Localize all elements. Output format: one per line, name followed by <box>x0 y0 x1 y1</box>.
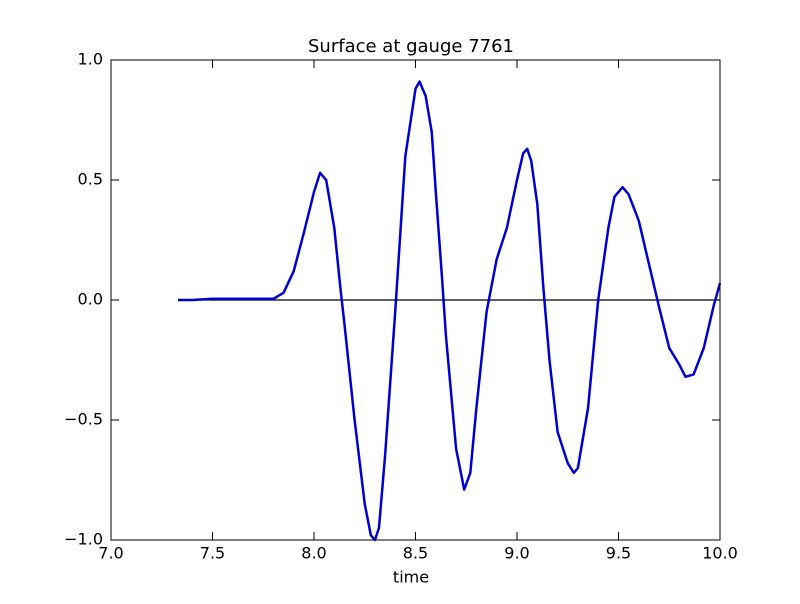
x-tick-label: 7.0 <box>98 544 123 563</box>
y-tick-label: −1.0 <box>64 530 103 549</box>
x-tick-label: 8.5 <box>403 544 428 563</box>
plot-frame <box>110 59 721 541</box>
y-tick-label: 0.0 <box>78 290 103 309</box>
x-tick-label: 9.5 <box>606 544 631 563</box>
x-tick-label: 9.0 <box>504 544 529 563</box>
x-axis-label: time <box>393 568 429 587</box>
data-line <box>177 80 722 542</box>
x-tick-label: 7.5 <box>200 544 225 563</box>
y-tick-label: 1.0 <box>78 50 103 69</box>
x-tick-label: 10.0 <box>702 544 738 563</box>
chart-title: Surface at gauge 7761 <box>308 36 514 57</box>
y-tick-label: 0.5 <box>78 170 103 189</box>
y-tick-label: −0.5 <box>64 410 103 429</box>
x-tick-label: 8.0 <box>301 544 326 563</box>
